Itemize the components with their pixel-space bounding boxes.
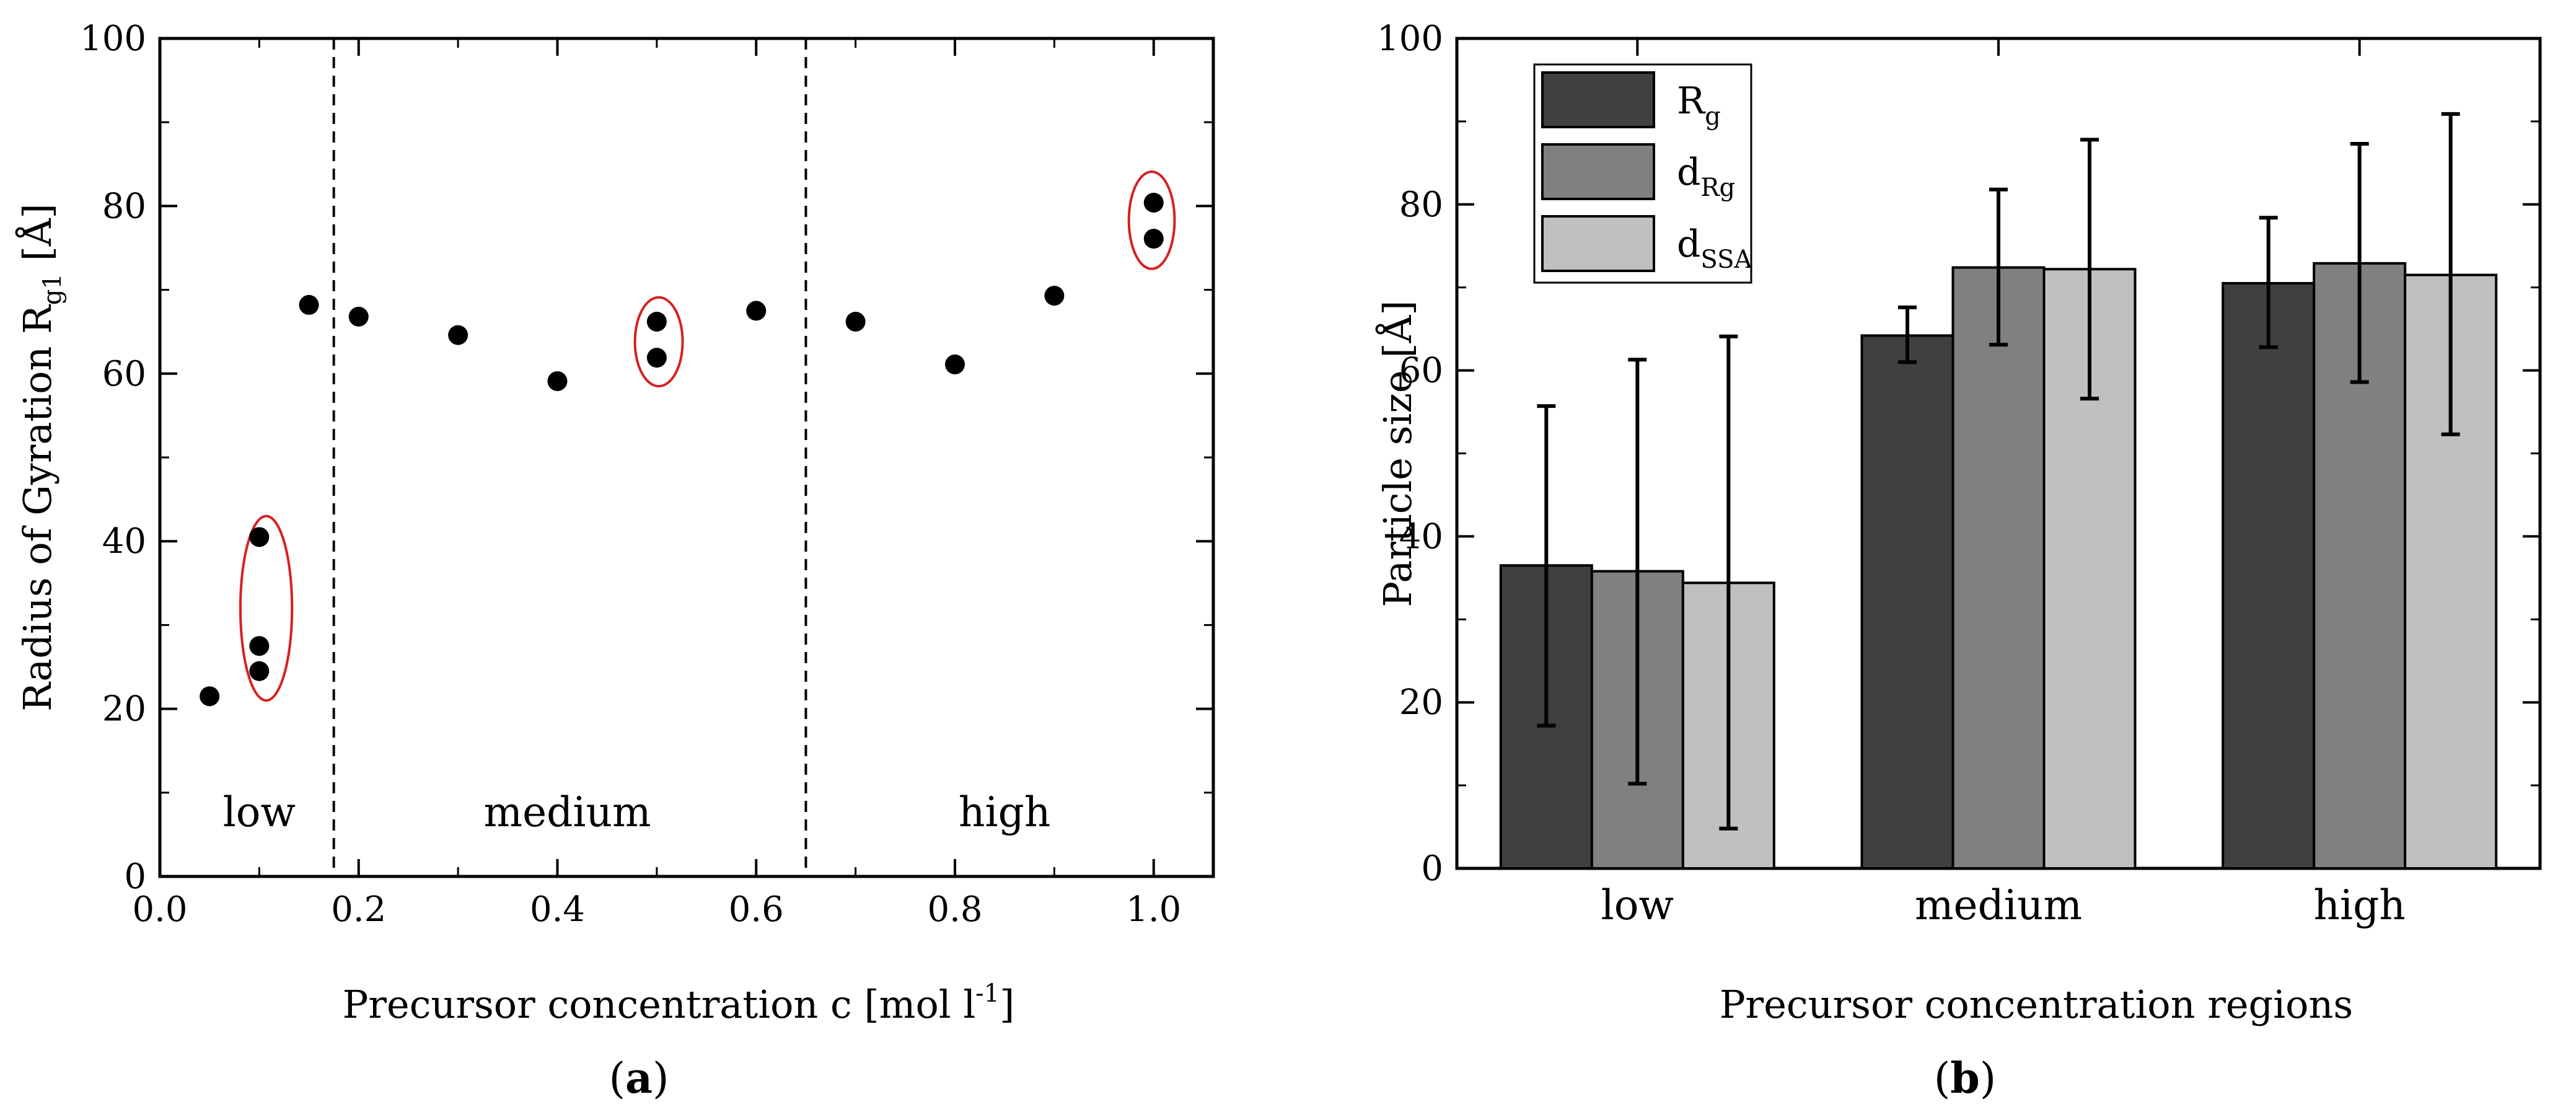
highlight-ellipse — [633, 296, 684, 388]
legend-label-rg: Rg — [1677, 79, 1721, 131]
x-tick-label: 0.4 — [530, 889, 585, 930]
data-point — [1143, 229, 1164, 249]
panel-b-label: (b) — [1934, 1054, 1997, 1103]
y-tick-label: 0 — [1421, 849, 1443, 889]
legend-swatch-rg — [1541, 71, 1655, 128]
data-point — [646, 348, 667, 368]
panel-b-legend: Rg dRg dSSA — [1533, 63, 1753, 284]
x-tick-label: 0.6 — [729, 889, 784, 930]
y-tick-label: 40 — [102, 521, 146, 562]
x-category-label-medium: medium — [1915, 881, 2082, 929]
panel-a-x-axis-title: Precursor concentration c [mol l-1] — [343, 979, 1015, 1027]
legend-label-dssa: dSSA — [1677, 223, 1753, 274]
y-tick-label: 20 — [1399, 682, 1443, 723]
y-tick-label: 0 — [124, 857, 146, 897]
bar-Rg-high — [2222, 282, 2316, 870]
legend-label-drg: dRg — [1677, 151, 1735, 202]
y-tick-label: 20 — [102, 689, 146, 730]
highlight-ellipse — [239, 514, 294, 702]
panel-b-bar-chart: 0 20 40 60 80 100 low medium high Rg dRg dSSA Pa… — [1375, 19, 2542, 1103]
panel-a-label: (a) — [609, 1054, 669, 1103]
legend-swatch-drg — [1541, 143, 1655, 200]
x-tick-label: 0.0 — [132, 889, 187, 930]
panel-a-scatter-chart: 0.0 0.2 0.4 0.6 0.8 1.0 0 20 40 60 80 100 low medium… — [15, 19, 1215, 1103]
data-point — [1044, 286, 1065, 306]
data-point — [448, 325, 468, 345]
y-tick-label: 80 — [1399, 185, 1443, 225]
x-category-label-low: low — [1601, 881, 1674, 929]
panel-b-x-axis-title: Precursor concentration regions — [1720, 982, 2353, 1027]
data-point — [845, 311, 866, 332]
data-point — [249, 661, 270, 681]
y-tick-label: 40 — [1399, 516, 1443, 557]
panel-a-tick-labels: 0.0 0.2 0.4 0.6 0.8 1.0 0 20 40 60 80 100 — [80, 19, 1181, 930]
x-tick-label: 1.0 — [1126, 889, 1181, 930]
data-point — [1143, 192, 1164, 213]
region-label-medium: medium — [484, 788, 651, 836]
panel-b-tick-labels: 0 20 40 60 80 100 low medium high — [1377, 19, 2406, 929]
data-point — [249, 527, 270, 547]
data-point — [249, 636, 270, 656]
panel-b-bars — [1499, 262, 2498, 870]
highlight-ellipse — [1127, 170, 1176, 270]
data-point — [348, 306, 369, 327]
panel-b-y-axis-title: Particle size [Å] — [1375, 300, 1420, 607]
panel-b-error-bars — [1537, 112, 2460, 831]
y-tick-label: 100 — [80, 19, 146, 59]
bar-Rg-medium — [1860, 334, 1954, 870]
data-point — [646, 311, 667, 332]
panel-a-ticks — [159, 37, 1213, 878]
panel-a-plot-frame — [158, 37, 1215, 878]
x-tick-label: 0.2 — [331, 889, 386, 930]
data-point — [945, 354, 965, 374]
legend-swatch-dssa — [1541, 215, 1655, 272]
panel-a-region-labels: low medium high — [223, 788, 1051, 836]
panel-a-data-points — [200, 192, 1164, 707]
data-point — [746, 301, 767, 321]
panel-a-region-boundaries — [332, 38, 807, 876]
region-label-low: low — [223, 788, 296, 836]
data-point — [299, 294, 319, 315]
x-category-label-high: high — [2313, 881, 2405, 929]
panel-a-y-axis-title: Radius of Gyration Rg1 [Å] — [15, 203, 67, 712]
y-tick-label: 80 — [102, 186, 146, 226]
data-point — [547, 371, 568, 391]
bar-dRg-medium — [1951, 266, 2046, 870]
y-tick-label: 100 — [1377, 19, 1443, 59]
y-tick-label: 60 — [102, 354, 146, 394]
data-point — [200, 686, 220, 707]
y-tick-label: 60 — [1399, 351, 1443, 391]
region-label-high: high — [959, 788, 1050, 836]
x-tick-label: 0.8 — [927, 889, 982, 930]
panel-a-highlight-ellipses — [239, 170, 1176, 702]
